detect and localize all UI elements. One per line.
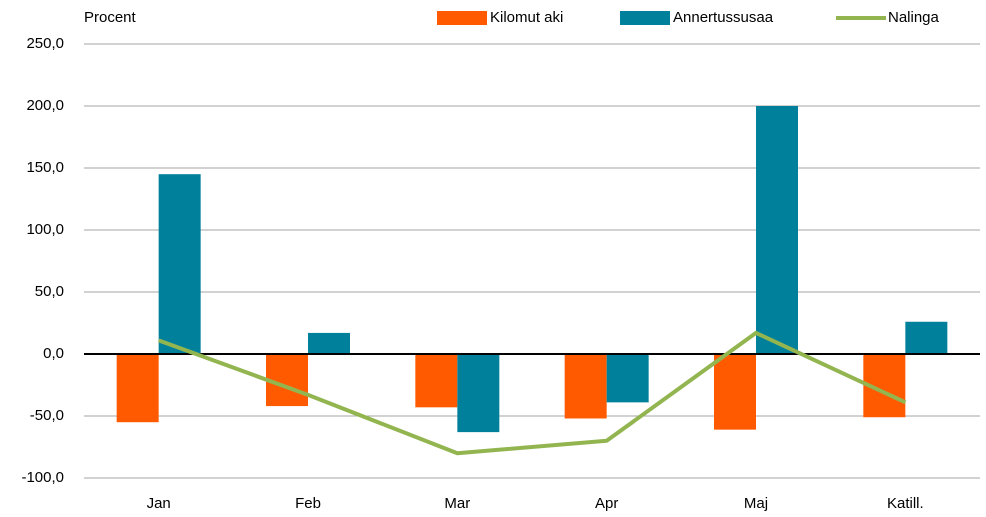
y-axis-label: Procent xyxy=(84,9,137,26)
bar xyxy=(606,354,649,403)
legend-label: Annertussusaa xyxy=(673,9,774,26)
bar xyxy=(714,354,756,430)
x-tick-label: Feb xyxy=(295,495,321,512)
x-tick-label: Apr xyxy=(595,495,618,512)
legend-swatch xyxy=(437,11,487,25)
legend-label: Nalinga xyxy=(888,9,940,26)
bar xyxy=(905,321,948,354)
bar xyxy=(564,354,607,419)
bar xyxy=(158,174,201,354)
x-tick-label: Maj xyxy=(744,495,768,512)
y-tick-label: 50,0 xyxy=(35,283,64,300)
legend-label: Kilomut aki xyxy=(490,9,563,26)
line xyxy=(157,330,907,456)
x-tick-label: Katill. xyxy=(887,495,924,512)
x-tick-label: Mar xyxy=(444,495,470,512)
y-tick-label: 250,0 xyxy=(26,35,64,52)
y-tick-label: 100,0 xyxy=(26,221,64,238)
y-tick-label: -50,0 xyxy=(30,407,64,424)
y-tick-label: -100,0 xyxy=(21,469,64,486)
bar xyxy=(116,354,159,423)
bar xyxy=(308,332,350,354)
y-tick-label: 0,0 xyxy=(43,345,64,362)
bar xyxy=(457,354,500,433)
x-tick-label: Jan xyxy=(147,495,171,512)
y-tick-label: 150,0 xyxy=(26,159,64,176)
bar xyxy=(756,106,798,354)
bar xyxy=(415,354,458,408)
y-tick-label: 200,0 xyxy=(26,97,64,114)
legend-swatch xyxy=(620,11,670,25)
